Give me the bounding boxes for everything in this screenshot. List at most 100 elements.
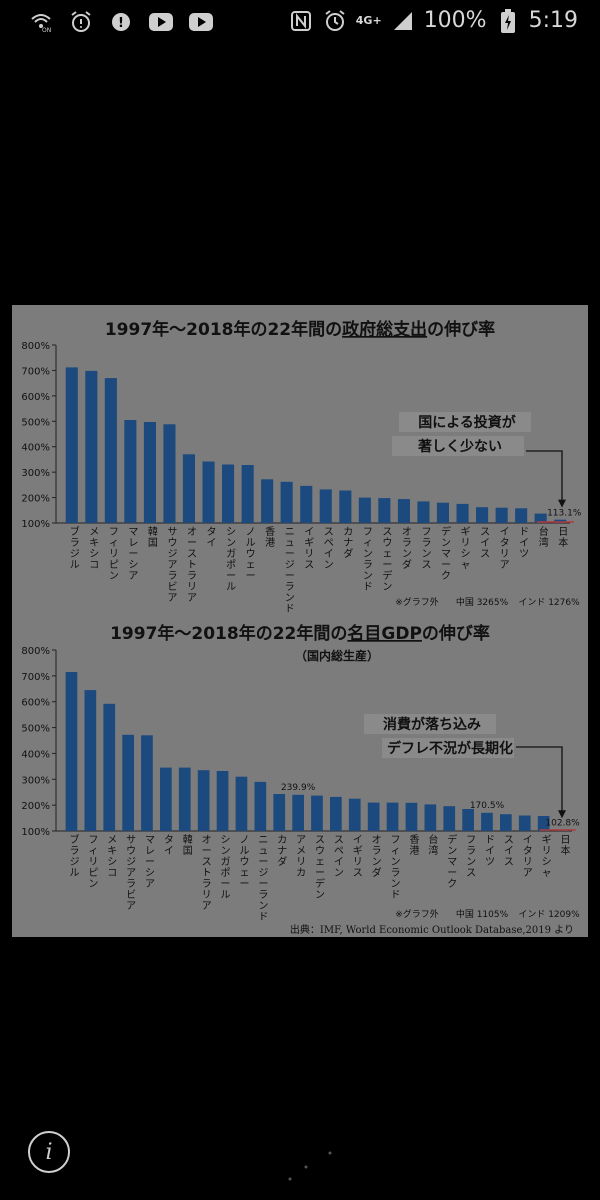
x-tick-char: レ: [128, 538, 138, 549]
x-tick-char: ィ: [109, 538, 119, 549]
x-tick-char: ス: [202, 857, 212, 868]
bar: [124, 420, 137, 523]
battery-charging-icon: [495, 8, 521, 33]
signal-icon: [390, 9, 416, 33]
x-tick-char: リ: [461, 538, 471, 549]
x-tick-label: 香港: [265, 526, 275, 549]
bar: [182, 454, 195, 523]
bar: [386, 802, 399, 831]
status-bar: ON ! 4G+ 100% 5:19: [0, 0, 600, 46]
x-tick-char: ラ: [402, 537, 412, 549]
x-tick-char: ア: [128, 571, 138, 582]
x-tick-char: フ: [109, 527, 119, 538]
x-tick-label: ノルウェー: [239, 835, 249, 890]
bar: [311, 795, 323, 831]
x-tick-label: ニュージーランド: [258, 835, 268, 923]
bar: [367, 802, 380, 831]
x-tick-char: 本: [561, 844, 571, 857]
x-tick-char: ブ: [69, 833, 79, 846]
x-tick-char: ン: [391, 857, 401, 868]
x-tick-label: 日本: [558, 527, 568, 549]
x-tick-char: ピ: [109, 559, 119, 571]
annotation-text: 国による投資が: [418, 414, 517, 431]
x-tick-char: ー: [202, 846, 212, 857]
x-tick-char: イ: [304, 527, 314, 538]
x-tick-label: ノルウェー: [246, 527, 256, 582]
x-tick-char: ド: [391, 890, 401, 901]
x-tick-char: リ: [88, 857, 98, 868]
x-tick-char: 香: [265, 526, 275, 538]
x-tick-char: ノ: [246, 527, 256, 538]
x-tick-char: ェ: [382, 549, 392, 560]
chart-title: 1997年～2018年の22年間の政府総支出の伸び率: [105, 319, 495, 340]
x-tick-label: ドイツ: [519, 527, 529, 560]
x-tick-char: イ: [334, 857, 344, 868]
annotation-text: 著しく少ない: [417, 438, 502, 455]
x-tick-char: デ: [441, 525, 451, 538]
x-tick-char: シ: [221, 835, 231, 846]
x-tick-char: ジ: [258, 868, 268, 879]
x-tick-char: サ: [167, 526, 177, 538]
x-tick-char: リ: [542, 846, 552, 857]
x-tick-char: コ: [107, 868, 117, 879]
annotation-arrow: [516, 746, 563, 815]
x-tick-char: 香: [409, 834, 419, 846]
x-tick-char: イ: [504, 846, 514, 857]
x-tick-char: ク: [441, 570, 451, 582]
x-tick-char: ン: [363, 571, 373, 582]
x-tick-char: ン: [391, 879, 401, 890]
x-tick-char: ィ: [363, 538, 373, 549]
footnote-text: ※グラフ外: [395, 596, 439, 608]
x-tick-char: ダ: [372, 866, 382, 879]
bar: [476, 507, 489, 523]
x-tick-char: ポ: [226, 559, 236, 571]
x-tick-char: ル: [221, 890, 231, 901]
x-tick-char: ル: [226, 582, 236, 593]
annotation-box: [399, 412, 531, 432]
x-tick-label: メキシコ: [107, 835, 117, 879]
x-tick-char: ン: [315, 890, 325, 901]
x-tick-char: ウ: [167, 537, 177, 549]
x-tick-char: 韓: [183, 834, 193, 846]
x-tick-label: フィリピン: [109, 527, 119, 582]
x-tick-char: キ: [107, 846, 117, 857]
x-tick-char: ン: [402, 549, 412, 560]
x-tick-char: ジ: [285, 560, 295, 571]
x-tick-label: ブラジル: [70, 525, 80, 571]
x-tick-char: ツ: [519, 549, 529, 560]
x-tick-label: シンガポール: [226, 527, 236, 593]
x-tick-char: ギ: [461, 526, 471, 538]
x-tick-char: ー: [315, 868, 325, 879]
x-tick-label: 台湾: [428, 833, 438, 857]
y-tick-label: 500%: [21, 417, 50, 428]
x-tick-label: ドイツ: [485, 835, 495, 868]
x-tick-label: ニュージーランド: [285, 527, 295, 615]
chart-canvas: 1997年～2018年の22年間の政府総支出の伸び率800%700%600%50…: [21, 319, 581, 936]
x-tick-char: サ: [126, 834, 136, 846]
bar: [330, 796, 342, 831]
annotation-arrow: [526, 450, 563, 504]
y-tick-label: 100%: [21, 827, 50, 838]
x-tick-char: ス: [315, 835, 325, 846]
x-tick-char: 湾: [539, 536, 549, 549]
x-tick-char: ア: [187, 593, 197, 604]
x-tick-char: シ: [89, 549, 99, 560]
x-tick-char: ペ: [334, 846, 344, 857]
x-tick-char: ー: [441, 560, 451, 571]
x-tick-char: ウ: [246, 548, 256, 560]
bar: [481, 812, 493, 831]
bar: [273, 794, 286, 831]
bar: [65, 367, 78, 523]
chart-1: 1997年～2018年の22年間の政府総支出の伸び率 800% 700% 600% 50…: [21, 319, 581, 615]
x-tick-label: メキシコ: [89, 527, 99, 571]
bar: [456, 503, 469, 523]
info-icon[interactable]: i: [28, 1131, 70, 1173]
x-tick-char: ナ: [277, 845, 287, 857]
x-tick-char: イ: [485, 846, 495, 857]
chart-title-part: 1997年～2018年の22年間の: [110, 623, 347, 644]
x-tick-char: ャ: [542, 868, 552, 879]
footnote-text: 中国 3265%: [456, 596, 509, 608]
x-tick-char: リ: [353, 857, 363, 868]
x-tick-char: コ: [89, 560, 99, 571]
bar: [254, 781, 267, 831]
